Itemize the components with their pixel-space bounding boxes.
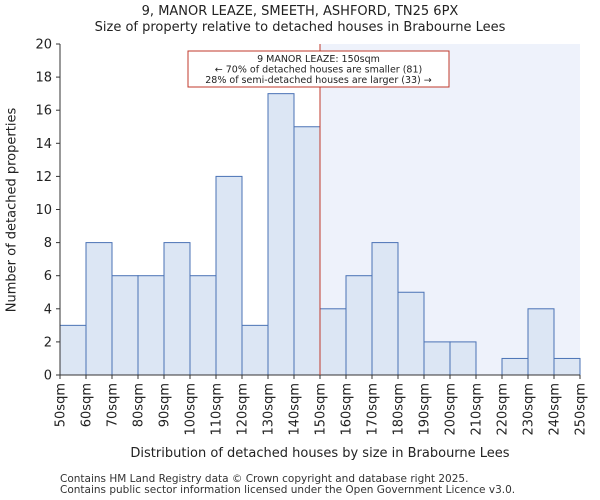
y-tick-label: 6 xyxy=(44,269,52,284)
x-tick-label: 160sqm xyxy=(340,383,355,436)
chart-title: 9, MANOR LEAZE, SMEETH, ASHFORD, TN25 6P… xyxy=(141,4,459,19)
annotation-title: 9 MANOR LEAZE: 150sqm xyxy=(257,54,380,65)
footer-licence: Contains public sector information licen… xyxy=(60,484,516,496)
chart-subtitle: Size of property relative to detached ho… xyxy=(94,20,506,35)
x-tick-label: 220sqm xyxy=(496,383,511,436)
histogram-bar xyxy=(85,242,113,376)
y-tick-label: 20 xyxy=(35,38,52,53)
footer-copyright: Contains HM Land Registry data © Crown c… xyxy=(60,473,469,485)
histogram-bar xyxy=(293,126,321,376)
x-tick-label: 80sqm xyxy=(132,383,147,427)
y-tick-label: 16 xyxy=(35,104,52,119)
y-tick-label: 4 xyxy=(44,302,52,317)
histogram-bar xyxy=(111,275,139,376)
histogram-bar xyxy=(553,357,581,376)
x-tick-label: 70sqm xyxy=(106,383,121,427)
x-axis-label: Distribution of detached houses by size … xyxy=(130,446,510,461)
annotation-box xyxy=(187,50,450,88)
x-tick-label: 180sqm xyxy=(392,383,407,436)
x-tick-label: 230sqm xyxy=(522,383,537,436)
histogram-bar xyxy=(241,324,269,376)
histogram-bar xyxy=(267,93,295,376)
annotation-smaller: ← 70% of detached houses are smaller (81… xyxy=(215,65,422,76)
y-tick-label: 8 xyxy=(44,236,52,251)
x-tick-label: 110sqm xyxy=(210,383,225,436)
histogram-bar xyxy=(527,308,555,376)
x-tick-label: 60sqm xyxy=(80,383,95,427)
histogram-bar xyxy=(59,324,87,376)
x-tick-label: 140sqm xyxy=(288,383,303,436)
x-tick-label: 210sqm xyxy=(470,383,485,436)
y-tick-label: 10 xyxy=(35,203,52,218)
histogram-bar xyxy=(449,341,477,376)
y-tick-label: 0 xyxy=(44,369,52,384)
x-tick-label: 100sqm xyxy=(184,383,199,436)
x-tick-label: 170sqm xyxy=(366,383,381,436)
y-tick-label: 18 xyxy=(35,71,52,86)
annotation-larger: 28% of semi-detached houses are larger (… xyxy=(205,75,432,86)
x-tick-label: 120sqm xyxy=(236,383,251,436)
histogram-bar xyxy=(397,291,425,376)
histogram-bar xyxy=(371,242,399,376)
x-tick-label: 250sqm xyxy=(574,383,589,436)
histogram-bar xyxy=(137,275,165,376)
x-tick-label: 200sqm xyxy=(444,383,459,436)
histogram-bar xyxy=(423,341,451,376)
y-tick-label: 14 xyxy=(35,137,52,152)
histogram-bar xyxy=(163,242,191,376)
y-tick-label: 2 xyxy=(44,335,52,350)
x-tick-label: 190sqm xyxy=(418,383,433,436)
histogram-bar xyxy=(319,308,347,376)
histogram-bar xyxy=(189,275,217,376)
histogram-bar xyxy=(501,357,529,376)
x-tick-label: 130sqm xyxy=(262,383,277,436)
x-tick-label: 240sqm xyxy=(548,383,563,436)
histogram-bar xyxy=(345,275,373,376)
histogram-bar xyxy=(215,175,243,376)
y-tick-label: 12 xyxy=(35,170,52,185)
x-tick-label: 90sqm xyxy=(158,383,173,427)
x-tick-label: 150sqm xyxy=(314,383,329,436)
x-tick-label: 50sqm xyxy=(54,383,69,427)
